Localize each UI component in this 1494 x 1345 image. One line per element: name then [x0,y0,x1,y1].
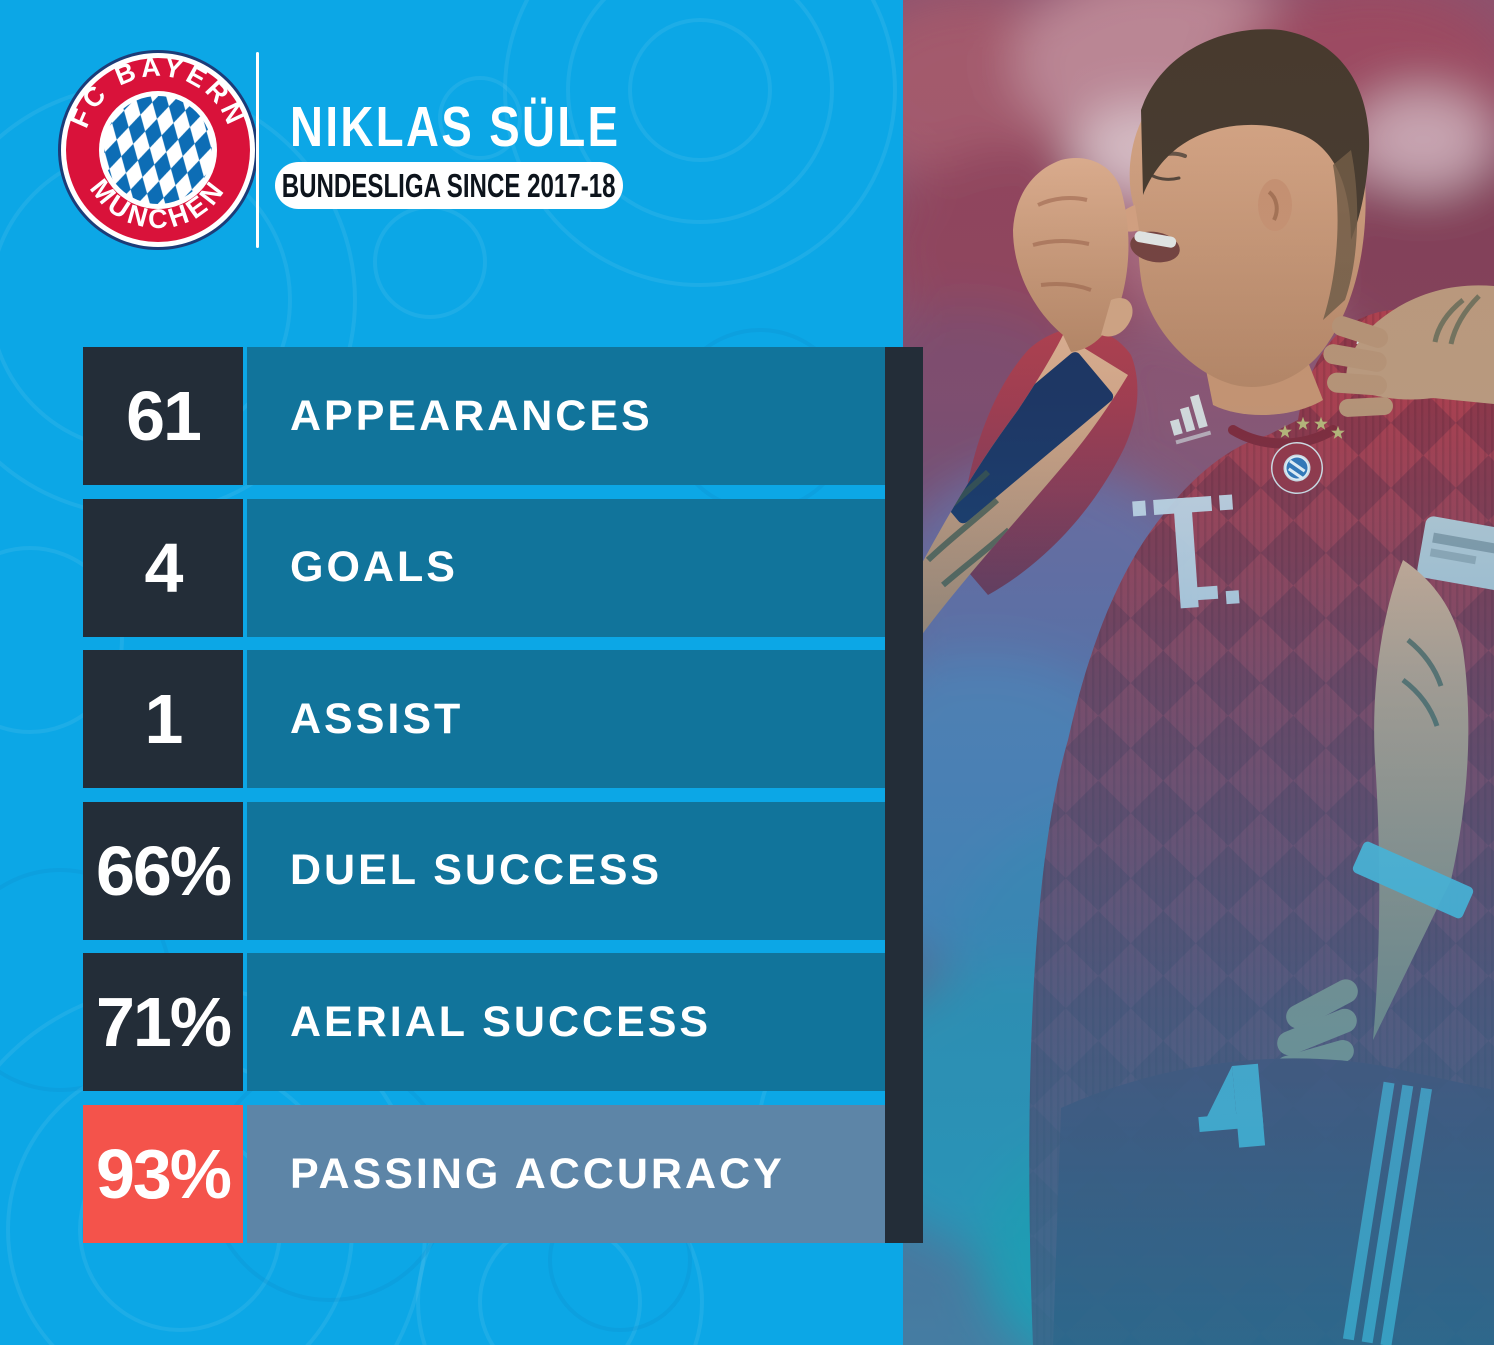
stat-value: 1 [83,650,243,789]
stat-label: ASSIST [247,650,885,789]
stat-value: 71% [83,953,243,1092]
subtitle-badge: BUNDESLIGA SINCE 2017-18 [275,162,623,209]
stat-label: GOALS [247,498,885,637]
stat-label: APPEARANCES [247,347,885,485]
stat-label: PASSING ACCURACY [247,1105,885,1243]
stat-label: DUEL SUCCESS [247,801,885,940]
stat-value: 4 [83,498,243,637]
subtitle-text: BUNDESLIGA SINCE 2017-18 [282,166,616,204]
stat-value: 66% [83,801,243,940]
player-photo [903,0,1494,1345]
header-divider [256,52,259,248]
stat-row: 1 ASSIST [83,650,885,789]
stat-label: AERIAL SUCCESS [247,953,885,1092]
club-logo: FC BAYERN MÜNCHEN [58,50,258,250]
stat-row: 71% AERIAL SUCCESS [83,953,885,1092]
stat-row: 4 GOALS [83,498,885,637]
stat-value: 93% [83,1105,243,1243]
page-title: NIKLAS SÜLE [290,95,621,159]
stats-table: 61 APPEARANCES 4 GOALS 1 ASSIST 66% DUEL… [83,347,923,1243]
stat-row: 61 APPEARANCES [83,347,885,485]
stats-right-shadow [885,347,923,1243]
stat-row: 66% DUEL SUCCESS [83,801,885,940]
stat-row: 93% PASSING ACCURACY [83,1105,885,1243]
stat-value: 61 [83,347,243,485]
